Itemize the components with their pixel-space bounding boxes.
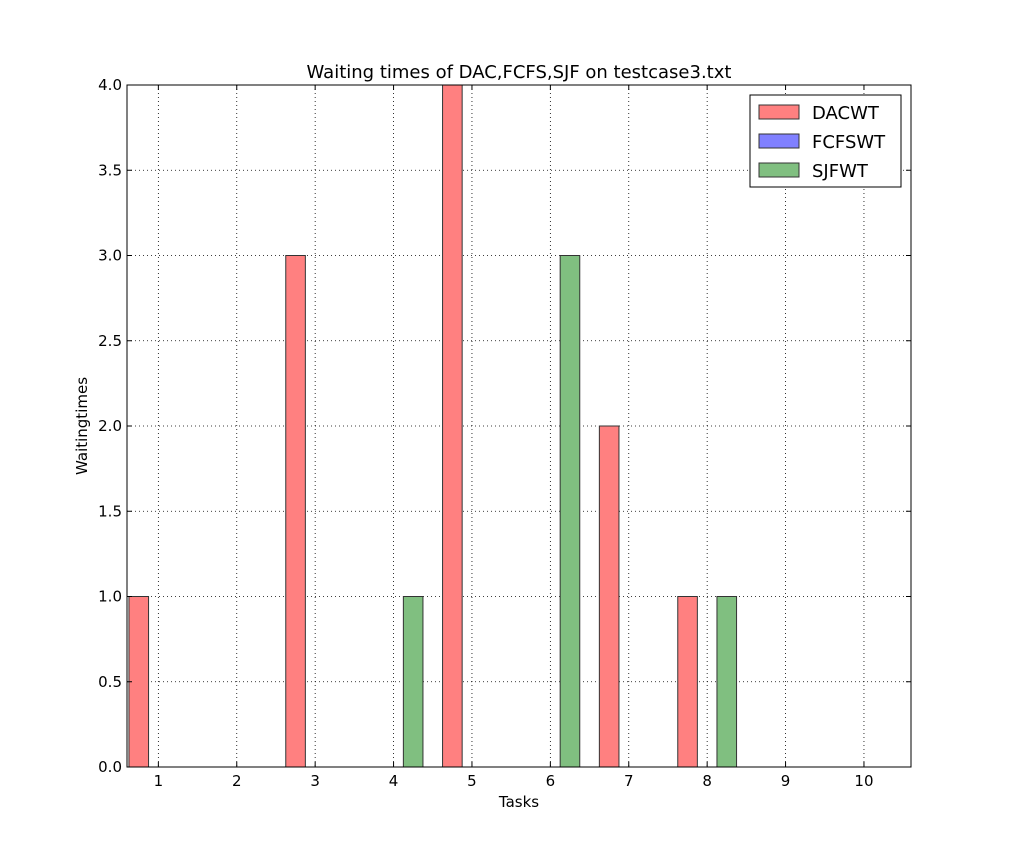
x-tick-label: 2 [232,772,242,790]
legend-swatch-dacwt [758,104,800,120]
x-tick-label: 5 [467,772,477,790]
legend-label-dacwt: DACWT [812,103,880,124]
x-tick-label: 3 [310,772,320,790]
x-tick-label: 6 [546,772,556,790]
x-axis-label: Tasks [498,793,539,811]
y-tick-label: 2.5 [98,332,122,350]
legend-swatch-sjfwt [758,162,800,178]
bar-dacwt-task-8 [677,596,698,768]
bar-sjfwt-task-8 [716,596,738,768]
x-tick-label: 1 [154,772,164,790]
y-tick-label: 3.5 [98,161,122,179]
chart-title: Waiting times of DAC,FCFS,SJF on testcas… [307,62,732,83]
bar-dacwt-task-3 [285,255,306,768]
bar-dacwt-task-7 [598,425,620,768]
y-tick-label: 1.5 [98,502,122,520]
bar-sjfwt-task-6 [559,255,581,768]
axis-ticks: 1 2 3 4 5 6 7 8 9 10 0.0 0.5 1.0 1.5 2.0 2.5 3.0 3.5 4.0 [98,76,911,790]
x-tick-label: 8 [702,772,712,790]
y-tick-label: 0.5 [98,673,122,691]
x-tick-label: 9 [781,772,791,790]
bar-dacwt-task-5 [442,84,463,768]
x-tick-label: 10 [854,772,873,790]
y-axis-label: Waitingtimes [73,377,91,475]
y-tick-label: 3.0 [98,247,122,265]
legend: DACWT FCFSWT SJFWT [749,94,902,188]
bars [128,84,738,768]
bar-sjfwt-task-4 [402,596,424,768]
legend-label-fcfswt: FCFSWT [812,132,886,153]
x-tick-label: 7 [624,772,634,790]
y-tick-label: 4.0 [98,76,122,94]
y-tick-label: 2.0 [98,417,122,435]
legend-swatch-fcfswt [758,133,800,149]
legend-label-sjfwt: SJFWT [812,161,869,182]
y-tick-label: 1.0 [98,588,122,606]
x-tick-label: 4 [389,772,399,790]
y-tick-label: 0.0 [98,758,122,776]
